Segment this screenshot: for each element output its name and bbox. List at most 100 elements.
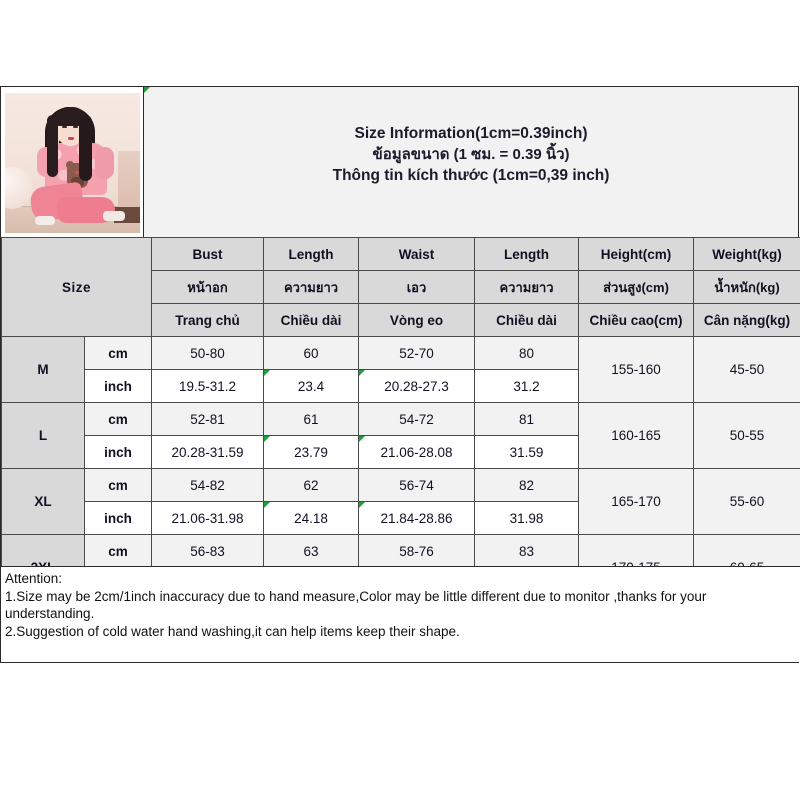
cell-waist-cm-2xl: 58-76 bbox=[358, 534, 476, 568]
cell-length2-cm-m: 80 bbox=[474, 336, 580, 370]
model-eye-right bbox=[73, 126, 78, 128]
cell-waist-cm-m: 52-70 bbox=[358, 336, 476, 370]
cell-bust-inch-m: 19.5-31.2 bbox=[151, 369, 265, 403]
col-header-bust-en: Bust bbox=[151, 237, 265, 271]
cell-weight-m: 45-50 bbox=[693, 336, 800, 403]
table-row: 2XL cm 56-83 63 58-76 83 170-175 60-65 bbox=[1, 534, 800, 601]
col-header-bust-th: หน้าอก bbox=[151, 270, 265, 304]
title-thai: ข้อมูลขนาด (1 ซม. = 0.39 นิ้ว) bbox=[372, 146, 570, 163]
cell-waist-inch-l: 21.06-28.08 bbox=[358, 435, 476, 469]
col-header-length2-vi: Chiều dài bbox=[474, 303, 580, 337]
table-row: L cm 52-81 61 54-72 81 160-165 50-55 bbox=[1, 402, 800, 469]
col-header-height-en: Height(cm) bbox=[578, 237, 695, 271]
col-header-waist-vi: Vòng eo bbox=[358, 303, 476, 337]
unit-cm-2xl: cm bbox=[83, 534, 153, 568]
cell-bust-cm-m: 50-80 bbox=[151, 336, 265, 370]
chart-header-band: Size Information(1cm=0.39inch) ข้อมูลขนา… bbox=[1, 87, 798, 237]
size-label-l: L bbox=[1, 402, 85, 469]
comment-marker-icon bbox=[144, 87, 150, 93]
unit-cm-m: cm bbox=[83, 336, 153, 370]
unit-inch-m: inch bbox=[83, 369, 153, 403]
cell-height-l: 160-165 bbox=[578, 402, 695, 469]
col-header-height-vi: Chiều cao(cm) bbox=[578, 303, 695, 337]
col-header-weight-en: Weight(kg) bbox=[693, 237, 800, 271]
header-row-thai: หน้าอก ความยาว เอว ความยาว ส่วนสูง(cm) น… bbox=[2, 270, 800, 304]
cell-length2-inch-m: 31.2 bbox=[474, 369, 580, 403]
product-photo bbox=[5, 93, 140, 233]
model-lips bbox=[68, 137, 74, 140]
comment-marker-icon bbox=[264, 370, 271, 376]
size-label-xl: XL bbox=[1, 468, 85, 535]
model-shoe-left bbox=[35, 216, 55, 225]
size-header-cell: Size bbox=[0, 237, 153, 337]
table-row: inch 21.06-31.98 24.18 21.84-28.86 31.98 bbox=[2, 501, 800, 535]
table-row: inch 20.28-31.59 23.79 21.06-28.08 31.59 bbox=[2, 435, 800, 469]
model-hair-left bbox=[47, 115, 58, 177]
table-row: XL cm 54-82 62 56-74 82 165-170 55-60 bbox=[1, 468, 800, 535]
size-chart-sheet: Size Information(1cm=0.39inch) ข้อมูลขนา… bbox=[0, 86, 800, 663]
table-row: inch 19.5-31.2 23.4 20.28-27.3 31.2 bbox=[2, 369, 800, 403]
comment-marker-icon bbox=[359, 370, 366, 376]
comment-marker-icon bbox=[264, 502, 271, 508]
col-header-length1-vi: Chiều dài bbox=[263, 303, 360, 337]
attention-heading: Attention: bbox=[5, 571, 63, 586]
col-header-length1-en: Length bbox=[263, 237, 360, 271]
col-header-length1-th: ความยาว bbox=[263, 270, 360, 304]
cell-bust-cm-l: 52-81 bbox=[151, 402, 265, 436]
cell-waist-cm-xl: 56-74 bbox=[358, 468, 476, 502]
cell-height-m: 155-160 bbox=[578, 336, 695, 403]
comment-marker-icon bbox=[359, 436, 366, 442]
cell-weight-l: 50-55 bbox=[693, 402, 800, 469]
cell-waist-inch-m: 20.28-27.3 bbox=[358, 369, 476, 403]
cell-length2-cm-xl: 82 bbox=[474, 468, 580, 502]
cell-length1-inch-m: 23.4 bbox=[263, 369, 360, 403]
col-header-waist-en: Waist bbox=[358, 237, 476, 271]
model-hair-top bbox=[54, 107, 87, 126]
cell-length1-cm-xl: 62 bbox=[263, 468, 360, 502]
header-row-vietnamese: Trang chủ Chiều dài Vòng eo Chiều dài Ch… bbox=[2, 303, 800, 337]
size-table: Size Bust Length Waist Length Height(cm)… bbox=[0, 237, 800, 601]
model-shoe-right bbox=[103, 211, 125, 221]
unit-inch-xl: inch bbox=[83, 501, 153, 535]
cell-weight-xl: 55-60 bbox=[693, 468, 800, 535]
header-row-english: Size Bust Length Waist Length Height(cm)… bbox=[0, 237, 800, 337]
cell-bust-cm-xl: 54-82 bbox=[151, 468, 265, 502]
model-sleeve-right bbox=[95, 147, 114, 179]
unit-cm-xl: cm bbox=[83, 468, 153, 502]
col-header-length2-th: ความยาว bbox=[474, 270, 580, 304]
cell-length2-cm-2xl: 83 bbox=[474, 534, 580, 568]
title-cell: Size Information(1cm=0.39inch) ข้อมูลขนา… bbox=[144, 87, 798, 237]
cell-bust-inch-l: 20.28-31.59 bbox=[151, 435, 265, 469]
cell-length1-cm-m: 60 bbox=[263, 336, 360, 370]
size-label-m: M bbox=[1, 336, 85, 403]
unit-cm-l: cm bbox=[83, 402, 153, 436]
cell-height-xl: 165-170 bbox=[578, 468, 695, 535]
col-header-waist-th: เอว bbox=[358, 270, 476, 304]
col-header-height-th: ส่วนสูง(cm) bbox=[578, 270, 695, 304]
unit-inch-l: inch bbox=[83, 435, 153, 469]
comment-marker-icon bbox=[264, 436, 271, 442]
table-row: M cm 50-80 60 52-70 80 155-160 45-50 bbox=[1, 336, 800, 403]
cell-length2-inch-l: 31.59 bbox=[474, 435, 580, 469]
col-header-length2-en: Length bbox=[474, 237, 580, 271]
cell-bust-inch-xl: 21.06-31.98 bbox=[151, 501, 265, 535]
col-header-weight-th: น้ำหนัก(kg) bbox=[693, 270, 800, 304]
cell-length2-cm-l: 81 bbox=[474, 402, 580, 436]
attention-block: Attention: 1.Size may be 2cm/1inch inacc… bbox=[1, 566, 800, 662]
col-header-weight-vi: Cân nặng(kg) bbox=[693, 303, 800, 337]
cell-length2-inch-xl: 31.98 bbox=[474, 501, 580, 535]
cell-length1-cm-2xl: 63 bbox=[263, 534, 360, 568]
cell-waist-inch-xl: 21.84-28.86 bbox=[358, 501, 476, 535]
product-photo-cell bbox=[1, 87, 144, 237]
title-english: Size Information(1cm=0.39inch) bbox=[354, 125, 588, 142]
attention-note-2: 2.Suggestion of cold water hand washing,… bbox=[5, 623, 460, 639]
photo-prop-box bbox=[118, 151, 140, 211]
cell-waist-cm-l: 54-72 bbox=[358, 402, 476, 436]
model-eye-left bbox=[62, 126, 67, 128]
title-vietnamese: Thông tin kích thước (1cm=0,39 inch) bbox=[332, 167, 610, 184]
cell-length1-inch-l: 23.79 bbox=[263, 435, 360, 469]
comment-marker-icon bbox=[359, 502, 366, 508]
col-header-bust-vi: Trang chủ bbox=[151, 303, 265, 337]
cell-length1-cm-l: 61 bbox=[263, 402, 360, 436]
cell-length1-inch-xl: 24.18 bbox=[263, 501, 360, 535]
